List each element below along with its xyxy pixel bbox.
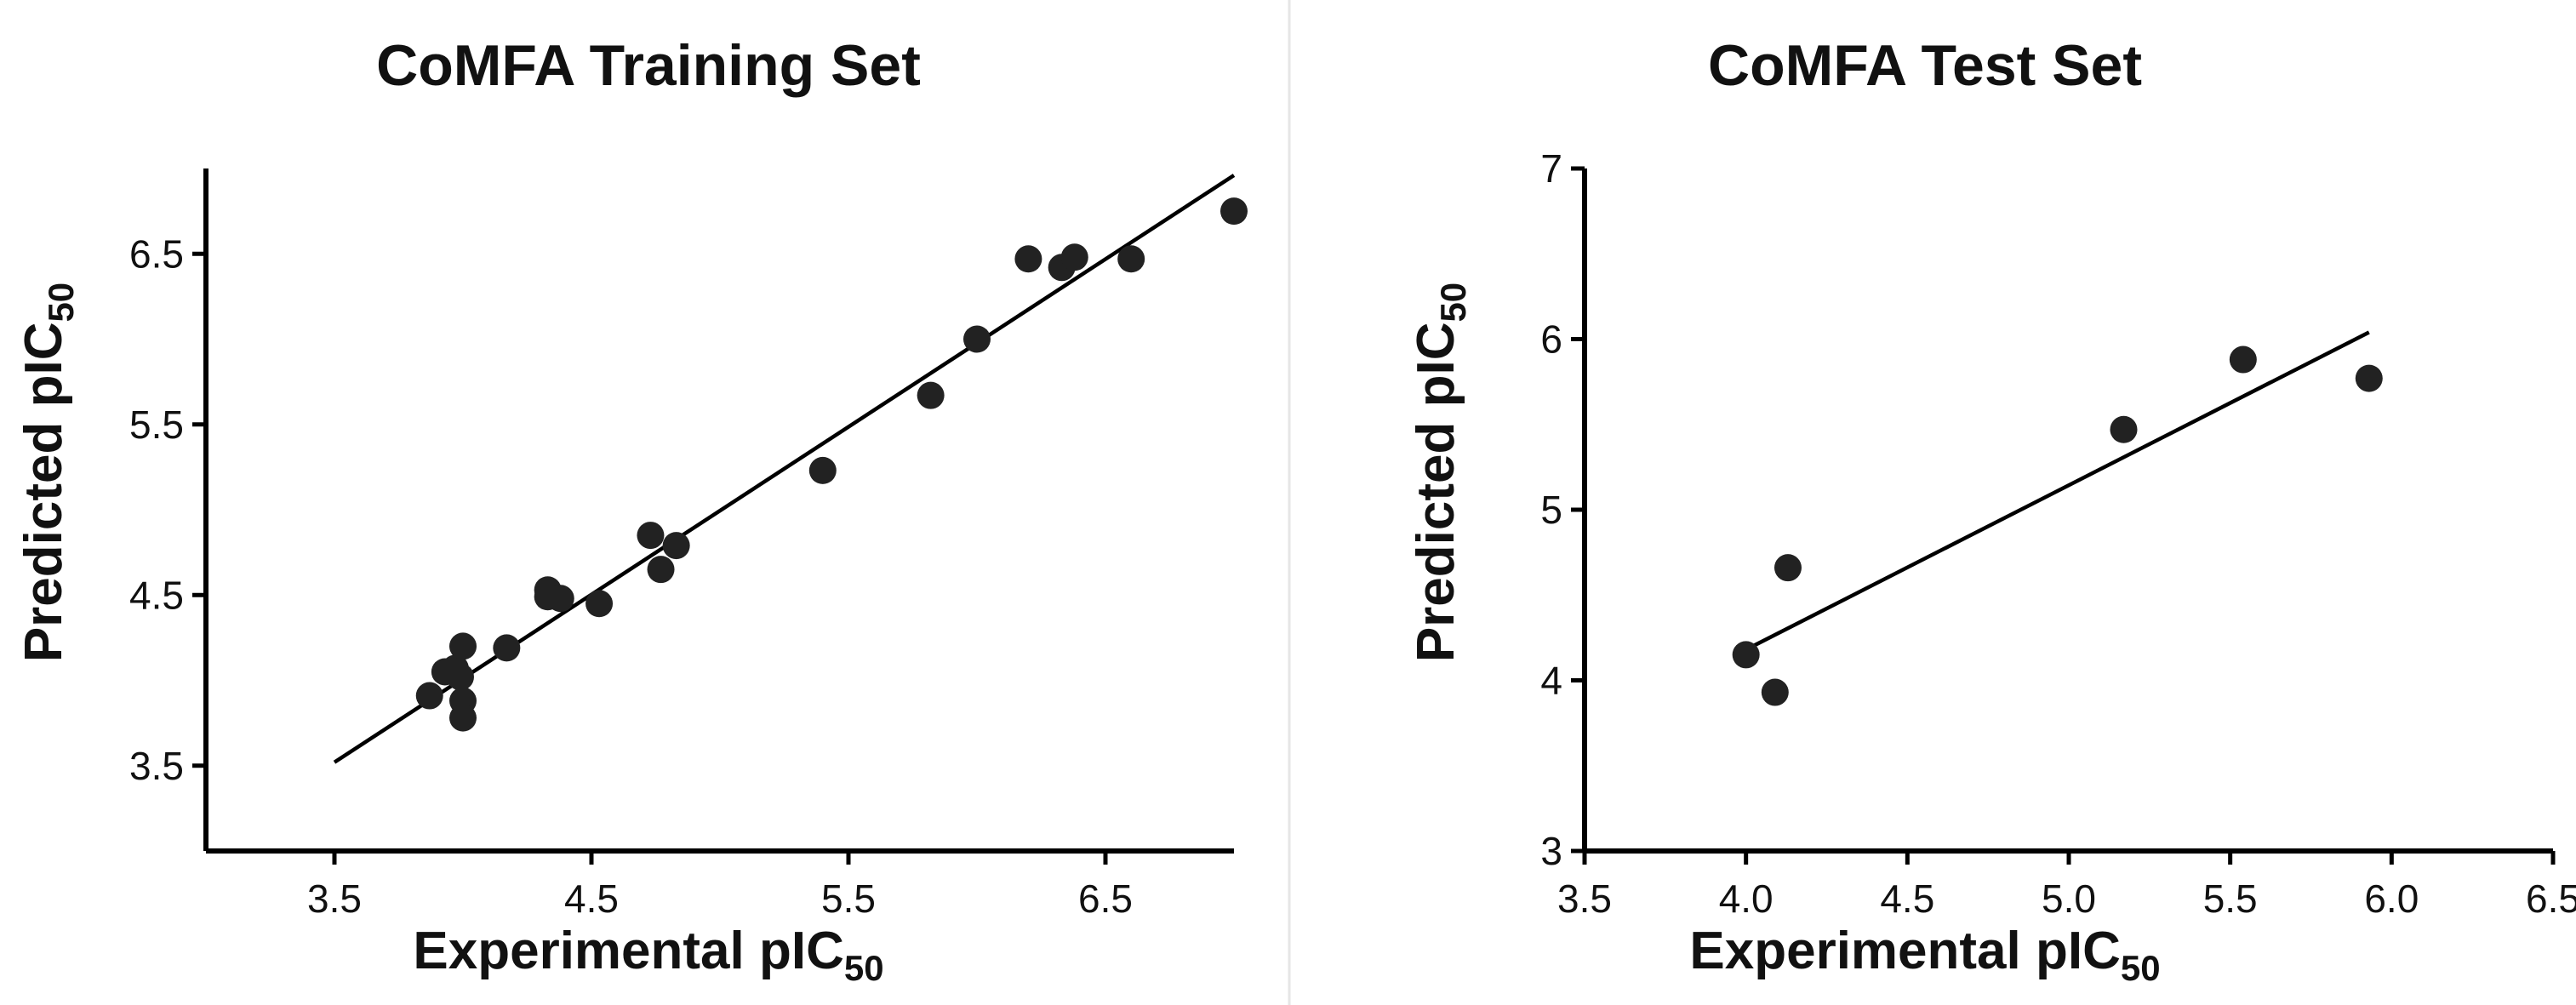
chart-title: CoMFA Training Set — [376, 33, 921, 98]
data-point — [1732, 641, 1760, 669]
x-tick-label: 3.5 — [1557, 877, 1612, 921]
y-tick-label: 6.5 — [129, 231, 184, 276]
data-point — [446, 663, 474, 691]
x-axis-label: Experimental pIC50 — [413, 922, 883, 988]
x-tick-label: 5.5 — [2203, 877, 2258, 921]
training-set-chart: CoMFA Training Set 3.5 4.5 5.5 6.5 3.5 4.5 5.5… — [14, 33, 1248, 988]
data-point — [1117, 245, 1145, 273]
data-point — [1773, 554, 1802, 582]
data-point — [2355, 364, 2383, 392]
y-tick-label: 3 — [1540, 829, 1562, 873]
regression-line — [1745, 330, 2370, 652]
data-point — [585, 590, 614, 618]
y-tick-label: 3.5 — [129, 744, 184, 788]
data-point — [449, 704, 477, 732]
y-tick-label: 4.5 — [129, 573, 184, 617]
y-axis-label: Predicted pIC50 — [14, 283, 81, 662]
data-point — [637, 522, 665, 550]
x-tick-label: 4.5 — [564, 877, 619, 921]
chart-title: CoMFA Test Set — [1708, 33, 2142, 98]
regression-line — [333, 174, 1236, 764]
data-point — [1761, 678, 1789, 706]
x-tick-label: 5.5 — [821, 877, 876, 921]
x-tick-label: 5.0 — [2042, 877, 2096, 921]
y-axis-label: Predicted pIC50 — [1407, 283, 1473, 662]
y-tick-label: 6 — [1540, 317, 1562, 362]
data-point — [449, 632, 477, 660]
data-point — [662, 532, 690, 560]
data-point — [917, 381, 945, 409]
y-tick-label: 7 — [1540, 146, 1562, 191]
data-point — [1060, 243, 1088, 271]
x-tick-label: 3.5 — [307, 877, 362, 921]
data-point — [2229, 345, 2257, 374]
x-tick-label: 6.5 — [1078, 877, 1133, 921]
data-point — [493, 634, 521, 662]
x-tick-label: 6.5 — [2526, 877, 2576, 921]
x-tick-label: 6.0 — [2364, 877, 2419, 921]
x-axis-label: Experimental pIC50 — [1689, 922, 2160, 988]
data-point — [808, 456, 837, 484]
x-tick-label: 4.5 — [1880, 877, 1934, 921]
test-set-chart: CoMFA Test Set 3.5 4.0 4.5 5.0 5.5 6.0 6.5 3 4 5 6… — [1407, 33, 2576, 988]
y-tick-label: 5 — [1540, 488, 1562, 532]
x-tick-label: 4.0 — [1719, 877, 1773, 921]
data-point — [963, 325, 991, 353]
data-point — [415, 682, 443, 710]
y-tick-label: 5.5 — [129, 403, 184, 447]
data-point — [647, 556, 675, 584]
data-point — [1220, 197, 1248, 226]
data-point — [2110, 415, 2138, 443]
y-tick-label: 4 — [1540, 659, 1562, 703]
data-point — [546, 585, 574, 613]
data-point — [1014, 245, 1042, 273]
